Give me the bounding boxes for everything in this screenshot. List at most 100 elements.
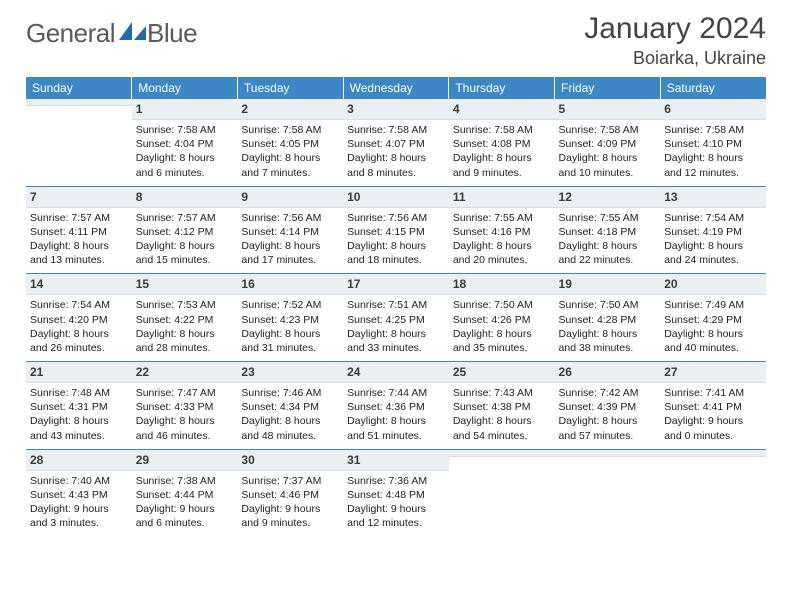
daylight-text: Daylight: 8 hours and 38 minutes.	[559, 327, 657, 355]
sunset-text: Sunset: 4:05 PM	[241, 137, 339, 151]
calendar-cell	[26, 99, 132, 186]
daylight-text: Daylight: 8 hours and 18 minutes.	[347, 239, 445, 267]
day-number: 17	[343, 274, 449, 295]
day-details: Sunrise: 7:58 AMSunset: 4:10 PMDaylight:…	[660, 120, 766, 186]
sunset-text: Sunset: 4:11 PM	[30, 225, 128, 239]
weekday-header: Saturday	[660, 77, 766, 99]
day-number: 24	[343, 362, 449, 383]
calendar-cell: 11Sunrise: 7:55 AMSunset: 4:16 PMDayligh…	[449, 186, 555, 274]
location-label: Boiarka, Ukraine	[584, 48, 766, 69]
day-details: Sunrise: 7:42 AMSunset: 4:39 PMDaylight:…	[555, 383, 661, 449]
calendar-cell	[449, 449, 555, 536]
sunrise-text: Sunrise: 7:42 AM	[559, 386, 657, 400]
day-number: 16	[237, 274, 343, 295]
calendar-cell	[660, 449, 766, 536]
daylight-text: Daylight: 8 hours and 6 minutes.	[136, 151, 234, 179]
day-details: Sunrise: 7:58 AMSunset: 4:08 PMDaylight:…	[449, 120, 555, 186]
daylight-text: Daylight: 8 hours and 57 minutes.	[559, 414, 657, 442]
sunrise-text: Sunrise: 7:52 AM	[241, 298, 339, 312]
calendar-cell: 16Sunrise: 7:52 AMSunset: 4:23 PMDayligh…	[237, 274, 343, 362]
sunrise-text: Sunrise: 7:46 AM	[241, 386, 339, 400]
day-number: 6	[660, 99, 766, 120]
sunset-text: Sunset: 4:31 PM	[30, 400, 128, 414]
day-details: Sunrise: 7:53 AMSunset: 4:22 PMDaylight:…	[132, 295, 238, 361]
daylight-text: Daylight: 8 hours and 46 minutes.	[136, 414, 234, 442]
sunrise-text: Sunrise: 7:53 AM	[136, 298, 234, 312]
daylight-text: Daylight: 8 hours and 8 minutes.	[347, 151, 445, 179]
sunset-text: Sunset: 4:46 PM	[241, 488, 339, 502]
sunrise-text: Sunrise: 7:37 AM	[241, 474, 339, 488]
day-details: Sunrise: 7:49 AMSunset: 4:29 PMDaylight:…	[660, 295, 766, 361]
sunset-text: Sunset: 4:08 PM	[453, 137, 551, 151]
sunrise-text: Sunrise: 7:43 AM	[453, 386, 551, 400]
daylight-text: Daylight: 8 hours and 13 minutes.	[30, 239, 128, 267]
sunrise-text: Sunrise: 7:47 AM	[136, 386, 234, 400]
weekday-header: Tuesday	[237, 77, 343, 99]
sunset-text: Sunset: 4:15 PM	[347, 225, 445, 239]
daylight-text: Daylight: 8 hours and 20 minutes.	[453, 239, 551, 267]
day-details: Sunrise: 7:56 AMSunset: 4:15 PMDaylight:…	[343, 208, 449, 274]
sunrise-text: Sunrise: 7:40 AM	[30, 474, 128, 488]
sunset-text: Sunset: 4:07 PM	[347, 137, 445, 151]
daylight-text: Daylight: 8 hours and 33 minutes.	[347, 327, 445, 355]
calendar-cell: 1Sunrise: 7:58 AMSunset: 4:04 PMDaylight…	[132, 99, 238, 186]
calendar-cell: 30Sunrise: 7:37 AMSunset: 4:46 PMDayligh…	[237, 449, 343, 536]
day-number: 21	[26, 362, 132, 383]
sunset-text: Sunset: 4:22 PM	[136, 313, 234, 327]
sunrise-text: Sunrise: 7:50 AM	[453, 298, 551, 312]
calendar-cell: 5Sunrise: 7:58 AMSunset: 4:09 PMDaylight…	[555, 99, 661, 186]
calendar-cell: 15Sunrise: 7:53 AMSunset: 4:22 PMDayligh…	[132, 274, 238, 362]
logo-text-right: Blue	[147, 18, 197, 49]
day-details: Sunrise: 7:51 AMSunset: 4:25 PMDaylight:…	[343, 295, 449, 361]
empty-day	[555, 450, 661, 457]
weekday-header: Friday	[555, 77, 661, 99]
day-details: Sunrise: 7:47 AMSunset: 4:33 PMDaylight:…	[132, 383, 238, 449]
calendar-cell: 19Sunrise: 7:50 AMSunset: 4:28 PMDayligh…	[555, 274, 661, 362]
sunset-text: Sunset: 4:12 PM	[136, 225, 234, 239]
day-number: 10	[343, 187, 449, 208]
sunrise-text: Sunrise: 7:54 AM	[30, 298, 128, 312]
daylight-text: Daylight: 8 hours and 35 minutes.	[453, 327, 551, 355]
weekday-header: Wednesday	[343, 77, 449, 99]
calendar-cell: 29Sunrise: 7:38 AMSunset: 4:44 PMDayligh…	[132, 449, 238, 536]
day-details: Sunrise: 7:58 AMSunset: 4:09 PMDaylight:…	[555, 120, 661, 186]
weekday-header: Sunday	[26, 77, 132, 99]
daylight-text: Daylight: 8 hours and 28 minutes.	[136, 327, 234, 355]
sail-icon	[119, 20, 147, 47]
day-number: 12	[555, 187, 661, 208]
daylight-text: Daylight: 8 hours and 7 minutes.	[241, 151, 339, 179]
sunrise-text: Sunrise: 7:58 AM	[241, 123, 339, 137]
top-bar: General Blue January 2024 Boiarka, Ukrai…	[26, 12, 766, 69]
calendar-cell: 10Sunrise: 7:56 AMSunset: 4:15 PMDayligh…	[343, 186, 449, 274]
day-details: Sunrise: 7:38 AMSunset: 4:44 PMDaylight:…	[132, 471, 238, 537]
daylight-text: Daylight: 9 hours and 12 minutes.	[347, 502, 445, 530]
day-number: 3	[343, 99, 449, 120]
daylight-text: Daylight: 9 hours and 6 minutes.	[136, 502, 234, 530]
sunrise-text: Sunrise: 7:41 AM	[664, 386, 762, 400]
calendar-cell: 4Sunrise: 7:58 AMSunset: 4:08 PMDaylight…	[449, 99, 555, 186]
month-title: January 2024	[584, 12, 766, 46]
sunrise-text: Sunrise: 7:58 AM	[559, 123, 657, 137]
daylight-text: Daylight: 8 hours and 26 minutes.	[30, 327, 128, 355]
daylight-text: Daylight: 8 hours and 43 minutes.	[30, 414, 128, 442]
day-number: 14	[26, 274, 132, 295]
calendar-week-row: 1Sunrise: 7:58 AMSunset: 4:04 PMDaylight…	[26, 99, 766, 186]
sunrise-text: Sunrise: 7:56 AM	[241, 211, 339, 225]
sunset-text: Sunset: 4:20 PM	[30, 313, 128, 327]
sunset-text: Sunset: 4:19 PM	[664, 225, 762, 239]
day-details: Sunrise: 7:44 AMSunset: 4:36 PMDaylight:…	[343, 383, 449, 449]
daylight-text: Daylight: 8 hours and 31 minutes.	[241, 327, 339, 355]
daylight-text: Daylight: 8 hours and 24 minutes.	[664, 239, 762, 267]
sunset-text: Sunset: 4:16 PM	[453, 225, 551, 239]
calendar-week-row: 7Sunrise: 7:57 AMSunset: 4:11 PMDaylight…	[26, 186, 766, 274]
day-details: Sunrise: 7:41 AMSunset: 4:41 PMDaylight:…	[660, 383, 766, 449]
day-details: Sunrise: 7:37 AMSunset: 4:46 PMDaylight:…	[237, 471, 343, 537]
day-number: 2	[237, 99, 343, 120]
calendar-table: Sunday Monday Tuesday Wednesday Thursday…	[26, 77, 766, 536]
day-number: 29	[132, 450, 238, 471]
daylight-text: Daylight: 8 hours and 15 minutes.	[136, 239, 234, 267]
sunset-text: Sunset: 4:26 PM	[453, 313, 551, 327]
calendar-cell: 25Sunrise: 7:43 AMSunset: 4:38 PMDayligh…	[449, 362, 555, 450]
sunset-text: Sunset: 4:04 PM	[136, 137, 234, 151]
daylight-text: Daylight: 8 hours and 48 minutes.	[241, 414, 339, 442]
